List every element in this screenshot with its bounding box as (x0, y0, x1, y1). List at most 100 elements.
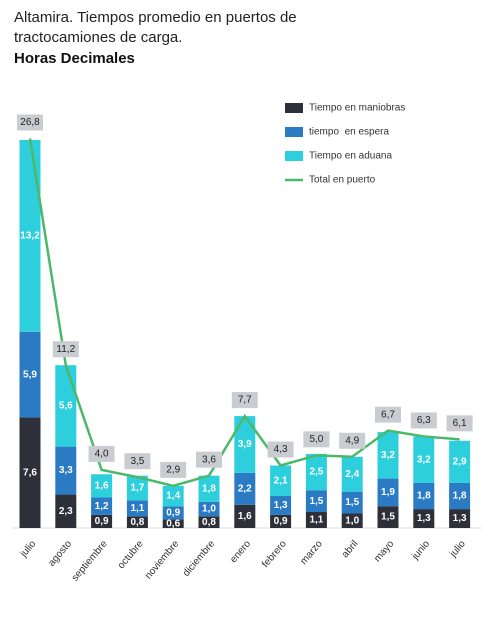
total-label-box (88, 445, 115, 462)
total-label: 2,9 (166, 464, 180, 475)
x-tick-label: marzo (298, 538, 325, 567)
bar-segment (19, 417, 41, 528)
total-label-box (410, 412, 437, 429)
value-label: 0,8 (202, 517, 216, 528)
value-label: 1,6 (238, 511, 252, 522)
bar-segment (305, 512, 327, 528)
total-label: 11,2 (56, 344, 75, 355)
value-label: 3,3 (59, 465, 73, 476)
value-label: 1,6 (95, 480, 109, 491)
bar-segment (341, 513, 363, 528)
total-label: 6,1 (453, 418, 467, 429)
bar-segment (270, 514, 292, 528)
bar-segment (198, 501, 220, 517)
total-label-box (196, 451, 222, 468)
value-label: 1,7 (130, 483, 144, 494)
legend-swatch (285, 127, 303, 137)
legend-swatch (285, 103, 303, 113)
bar-segment (198, 516, 220, 528)
x-tick-label: febrero (260, 538, 289, 570)
value-label: 5,6 (59, 401, 73, 412)
total-label-box (17, 114, 43, 131)
bar-segment (91, 474, 113, 498)
bar-segment (377, 506, 399, 528)
value-label: 0,9 (274, 516, 288, 527)
total-label-box (124, 453, 151, 470)
value-label: 1,5 (345, 497, 359, 508)
value-label: 2,1 (274, 475, 288, 486)
value-label: 1,0 (202, 504, 216, 515)
value-label: 1,2 (95, 501, 109, 512)
bar-segment (449, 482, 471, 510)
bar-segment (341, 491, 363, 514)
total-label-box (267, 441, 294, 458)
bar-segment (270, 496, 292, 515)
bar-segment (413, 509, 435, 528)
x-tick-label: agosto (46, 538, 74, 568)
value-label: 1,8 (202, 483, 216, 494)
value-label: 1,5 (381, 512, 395, 523)
bar-segment (91, 514, 113, 528)
total-label-box (160, 461, 187, 478)
total-label: 4,9 (345, 435, 359, 446)
legend-label: tiempo en espera (309, 127, 389, 138)
total-label: 6,3 (417, 415, 431, 426)
bar-segment (305, 490, 327, 513)
total-label-box (375, 406, 401, 423)
bar-segment (341, 456, 363, 492)
total-label: 6,7 (381, 409, 395, 420)
bar-segment (19, 331, 41, 418)
legend-label: Total en puerto (309, 175, 376, 186)
bar-segment (126, 516, 148, 528)
x-tick-label: abril (340, 539, 361, 561)
value-label: 1,8 (417, 491, 431, 502)
value-label: 13,2 (20, 231, 40, 242)
value-label: 7,6 (23, 467, 37, 478)
value-label: 2,4 (345, 469, 359, 480)
total-label: 7,7 (238, 395, 252, 406)
chart-subtitle: Horas Decimales (14, 50, 135, 67)
bar-segment (162, 519, 184, 528)
value-label: 2,5 (309, 467, 323, 478)
x-tick-label: diciembre (181, 538, 218, 579)
bar-segment (55, 446, 77, 495)
bar-segment (55, 365, 77, 447)
total-label-box (52, 341, 79, 358)
bar-segment (377, 432, 399, 479)
total-label: 4,3 (274, 444, 288, 455)
bar-segment (126, 500, 148, 517)
total-label: 5,0 (309, 434, 323, 445)
value-label: 3,2 (417, 454, 431, 465)
total-label-box (446, 415, 473, 432)
bar-segment (162, 506, 184, 520)
value-label: 1,9 (381, 487, 395, 498)
value-label: 1,1 (309, 515, 323, 526)
x-tick-label: octubre (116, 538, 146, 571)
total-label-box (303, 431, 330, 448)
legend-swatch (285, 151, 303, 161)
total-label: 26,8 (20, 117, 40, 128)
value-label: 1,1 (130, 503, 144, 514)
bar-segment (305, 453, 327, 491)
bar-segment (413, 482, 435, 510)
bar-segment (19, 139, 41, 332)
total-label: 3,5 (130, 456, 144, 467)
bar-segment (449, 509, 471, 528)
bar-segment (413, 436, 435, 483)
bar-segment (234, 504, 256, 528)
total-label-box (339, 432, 366, 449)
legend-label: Tiempo en aduana (309, 151, 392, 162)
total-label: 3,6 (202, 454, 216, 465)
x-tick-label: julio (447, 538, 468, 560)
value-label: 0,9 (95, 516, 109, 527)
value-label: 0,8 (130, 517, 144, 528)
bar-segment (162, 485, 184, 507)
chart-title: Altamira. Tiempos promedio en puertos de… (14, 9, 297, 46)
x-tick-label: junio (409, 538, 432, 562)
value-label: 1,0 (345, 515, 359, 526)
bar-segment (270, 465, 292, 497)
x-tick-label: julio (18, 538, 39, 560)
bar-segment (55, 494, 77, 528)
